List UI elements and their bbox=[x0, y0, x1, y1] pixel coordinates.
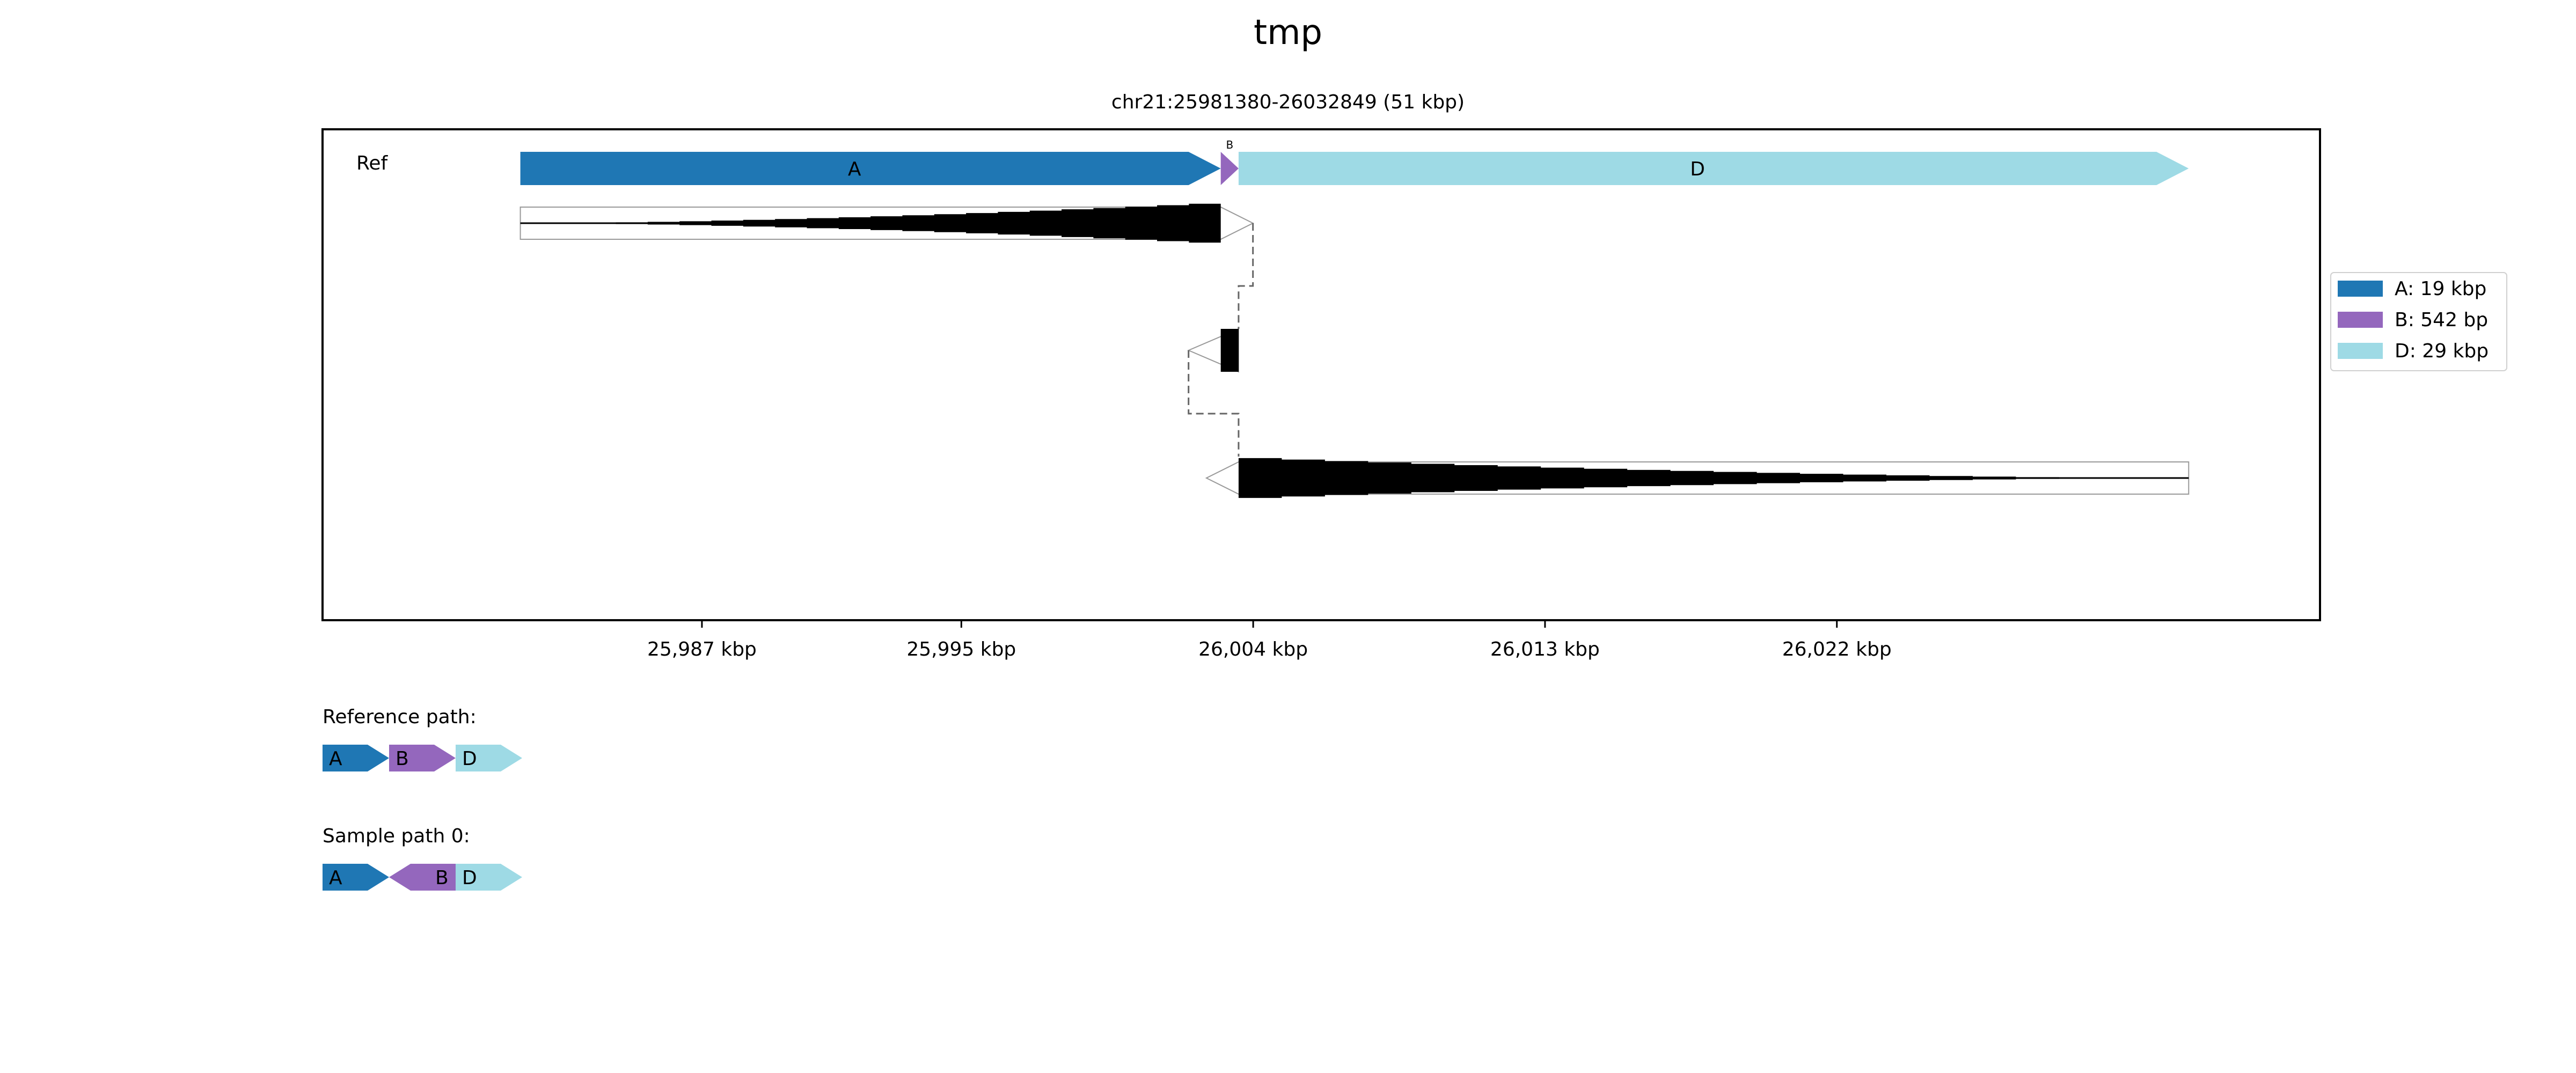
legend-label: D: 29 kbp bbox=[2395, 340, 2489, 362]
ref-segment-label: A bbox=[848, 158, 861, 180]
segment-outline bbox=[1205, 461, 2190, 495]
region-subtitle: chr21:25981380-26032849 (51 kbp) bbox=[1111, 91, 1465, 113]
x-tick-label: 26,004 kbp bbox=[1198, 638, 1308, 660]
path-segment-label: D bbox=[462, 867, 477, 889]
coverage-depth bbox=[1238, 457, 2189, 499]
connector-a-to-b bbox=[1238, 223, 1254, 329]
coverage-depth bbox=[520, 202, 1221, 244]
x-axis: 25,987 kbp 25,995 kbp 26,004 kbp 26,013 kbp… bbox=[647, 620, 1892, 660]
panel-frame bbox=[321, 128, 2321, 621]
ref-segment-label: B bbox=[1226, 138, 1233, 151]
path-title: Reference path: bbox=[323, 706, 477, 728]
path-connectors bbox=[1188, 223, 1254, 457]
legend-label: A: 19 kbp bbox=[2395, 278, 2486, 300]
segment-outline bbox=[519, 207, 1254, 240]
ref-segment-a bbox=[520, 152, 1221, 185]
path-segment-label: D bbox=[462, 748, 477, 770]
x-tick-label: 25,995 kbp bbox=[906, 638, 1016, 660]
x-tick-label: 25,987 kbp bbox=[647, 638, 757, 660]
path-title: Sample path 0: bbox=[323, 825, 470, 847]
path-segment-a bbox=[323, 745, 389, 771]
coverage-tracks bbox=[519, 202, 2190, 499]
main-panel: Ref A B D bbox=[321, 128, 2321, 621]
connector-b-to-d bbox=[1188, 350, 1240, 457]
path-segment-b bbox=[389, 745, 456, 771]
legend-swatch-d bbox=[2338, 343, 2383, 359]
legend-swatch-b bbox=[2338, 312, 2383, 328]
coverage-depth bbox=[1220, 329, 1239, 372]
ref-segment-b bbox=[1220, 152, 1239, 185]
figure-title: tmp bbox=[1254, 13, 1322, 53]
reference-segments: A B D bbox=[520, 138, 2189, 185]
path-segment-d bbox=[456, 745, 522, 771]
ref-segment-d bbox=[1238, 152, 2189, 185]
path-segment-label: A bbox=[329, 867, 342, 889]
track-label: Ref bbox=[356, 152, 389, 174]
path-segment-a bbox=[323, 864, 389, 891]
x-tick-label: 26,022 kbp bbox=[1782, 638, 1892, 660]
path-segment-d bbox=[456, 864, 522, 891]
legend-label: B: 542 bp bbox=[2395, 309, 2488, 331]
legend: A: 19 kbp B: 542 bp D: 29 kbp bbox=[2330, 272, 2507, 371]
legend-swatch-a bbox=[2338, 281, 2383, 297]
path-segment-label: A bbox=[329, 748, 342, 770]
path-segment-label: B bbox=[435, 867, 449, 889]
ref-segment-label: D bbox=[1690, 158, 1705, 180]
path-segment-b bbox=[389, 864, 456, 891]
path-segment-label: B bbox=[396, 748, 409, 770]
x-tick-label: 26,013 kbp bbox=[1490, 638, 1600, 660]
